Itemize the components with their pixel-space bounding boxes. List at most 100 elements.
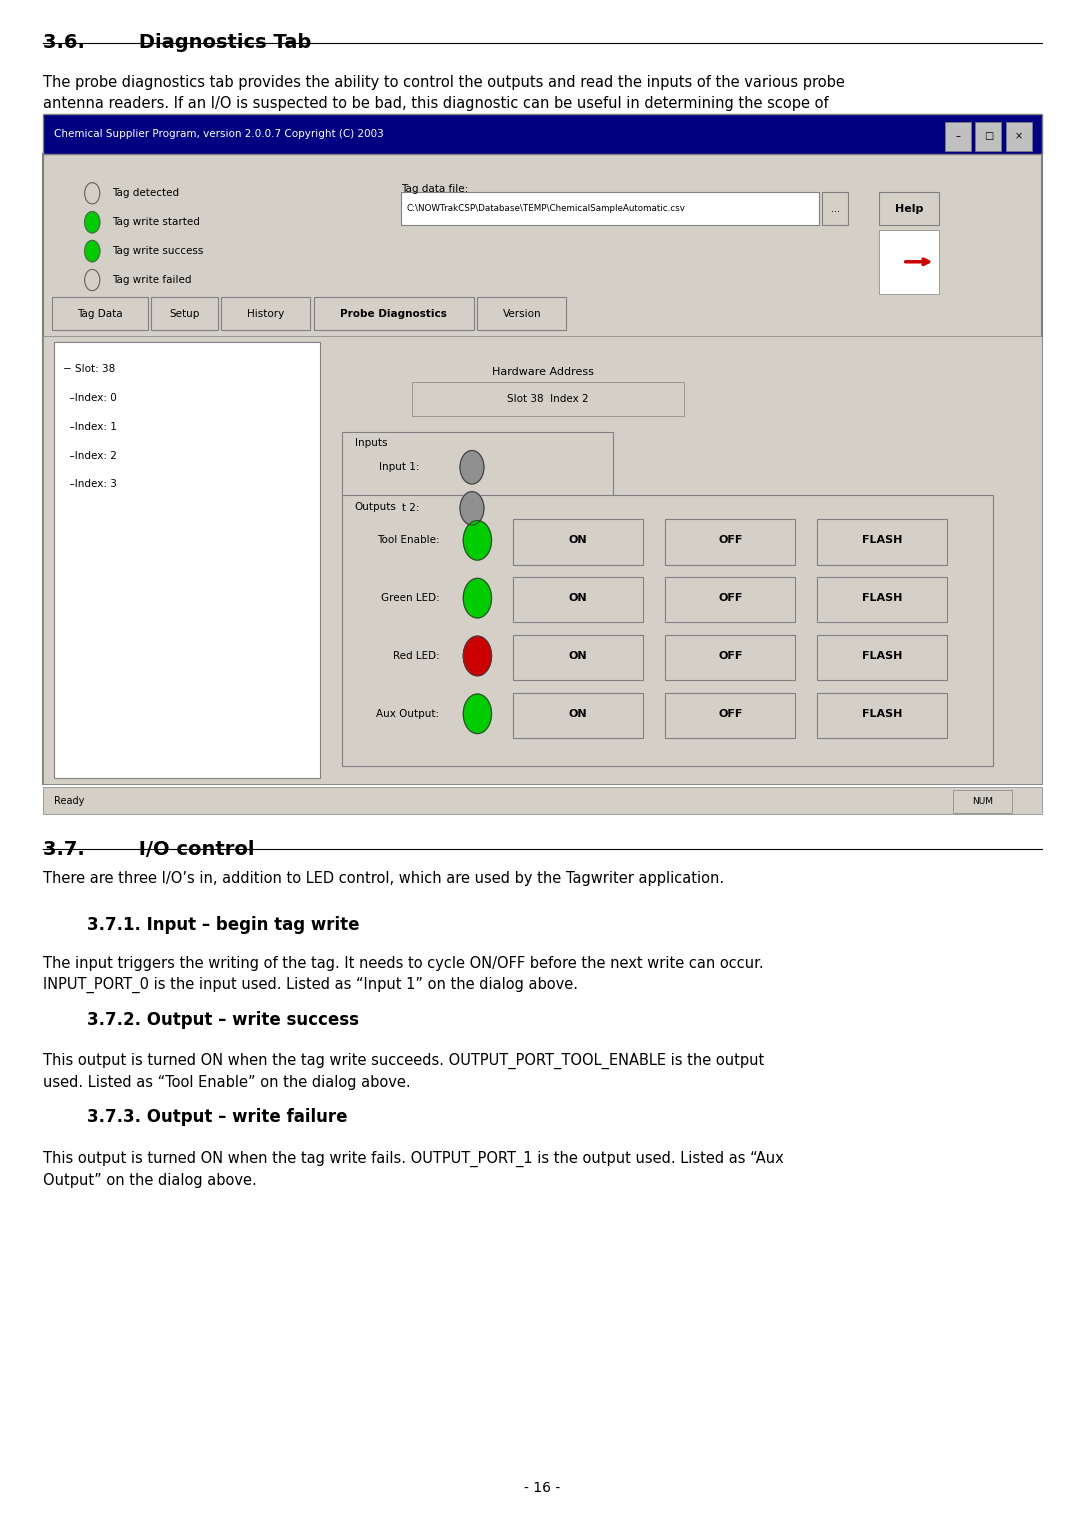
FancyBboxPatch shape: [879, 230, 939, 294]
Text: 3.6.        Diagnostics Tab: 3.6. Diagnostics Tab: [43, 33, 311, 52]
Text: Outputs: Outputs: [355, 502, 397, 513]
Text: 3.7.1. Input – begin tag write: 3.7.1. Input – begin tag write: [87, 916, 359, 935]
FancyBboxPatch shape: [52, 297, 148, 330]
FancyBboxPatch shape: [665, 693, 795, 738]
Text: Tag detected: Tag detected: [112, 189, 179, 198]
Text: –: –: [956, 131, 960, 142]
Text: The probe diagnostics tab provides the ability to control the outputs and read t: The probe diagnostics tab provides the a…: [43, 75, 845, 131]
Text: This output is turned ON when the tag write succeeds. OUTPUT_PORT_TOOL_ENABLE is: This output is turned ON when the tag wr…: [43, 1053, 765, 1090]
FancyBboxPatch shape: [879, 192, 939, 225]
FancyBboxPatch shape: [513, 635, 643, 680]
Text: Green LED:: Green LED:: [381, 594, 439, 603]
Text: FLASH: FLASH: [861, 594, 903, 603]
Circle shape: [460, 451, 484, 484]
Text: Chemical Supplier Program, version 2.0.0.7 Copyright (C) 2003: Chemical Supplier Program, version 2.0.0…: [54, 129, 384, 139]
Text: FLASH: FLASH: [861, 651, 903, 661]
Text: This output is turned ON when the tag write fails. OUTPUT_PORT_1 is the output u: This output is turned ON when the tag wr…: [43, 1151, 784, 1187]
Text: Input 1:: Input 1:: [380, 463, 420, 472]
Text: 3.7.2. Output – write success: 3.7.2. Output – write success: [87, 1011, 359, 1029]
Text: Tag data file:: Tag data file:: [401, 184, 469, 195]
FancyBboxPatch shape: [817, 693, 947, 738]
FancyBboxPatch shape: [817, 635, 947, 680]
Text: –Index: 0: –Index: 0: [63, 393, 117, 403]
FancyBboxPatch shape: [342, 495, 993, 766]
FancyBboxPatch shape: [1006, 122, 1032, 151]
Text: Tag write started: Tag write started: [112, 218, 200, 227]
Text: OFF: OFF: [718, 651, 742, 661]
FancyBboxPatch shape: [513, 577, 643, 622]
Text: □: □: [984, 131, 993, 142]
FancyBboxPatch shape: [665, 635, 795, 680]
Text: − Slot: 38: − Slot: 38: [63, 364, 115, 374]
Circle shape: [85, 240, 100, 262]
Text: 3.7.        I/O control: 3.7. I/O control: [43, 840, 255, 858]
Text: OFF: OFF: [718, 536, 742, 545]
FancyBboxPatch shape: [513, 693, 643, 738]
Text: NUM: NUM: [972, 798, 993, 805]
FancyBboxPatch shape: [221, 297, 310, 330]
FancyBboxPatch shape: [665, 519, 795, 565]
FancyBboxPatch shape: [54, 342, 320, 778]
Text: The input triggers the writing of the tag. It needs to cycle ON/OFF before the n: The input triggers the writing of the ta…: [43, 956, 764, 992]
Text: –Index: 2: –Index: 2: [63, 451, 117, 461]
Text: Tag write success: Tag write success: [112, 247, 203, 256]
FancyBboxPatch shape: [49, 160, 1036, 297]
FancyBboxPatch shape: [43, 114, 1042, 154]
Text: There are three I/O’s in, addition to LED control, which are used by the Tagwrit: There are three I/O’s in, addition to LE…: [43, 871, 725, 886]
Text: C:\NOWTrakCSP\Database\TEMP\ChemicalSampleAutomatic.csv: C:\NOWTrakCSP\Database\TEMP\ChemicalSamp…: [407, 204, 686, 213]
Circle shape: [463, 521, 492, 560]
Text: Version: Version: [502, 309, 541, 318]
Text: Tag Data: Tag Data: [77, 309, 123, 318]
FancyBboxPatch shape: [314, 297, 474, 330]
Text: Input 2:: Input 2:: [380, 504, 420, 513]
Text: Tag write failed: Tag write failed: [112, 275, 191, 285]
Text: –Index: 1: –Index: 1: [63, 422, 117, 432]
Text: FLASH: FLASH: [861, 709, 903, 718]
FancyBboxPatch shape: [412, 382, 684, 416]
Text: OFF: OFF: [718, 709, 742, 718]
FancyBboxPatch shape: [945, 122, 971, 151]
Text: ON: ON: [569, 594, 588, 603]
Text: Help: Help: [894, 204, 923, 213]
Circle shape: [463, 636, 492, 676]
Text: ×: ×: [1014, 131, 1023, 142]
Text: History: History: [247, 309, 284, 318]
Text: Hardware Address: Hardware Address: [492, 367, 593, 377]
Text: ON: ON: [569, 536, 588, 545]
FancyBboxPatch shape: [975, 122, 1001, 151]
Text: FLASH: FLASH: [861, 536, 903, 545]
FancyBboxPatch shape: [953, 790, 1012, 813]
Text: Ready: Ready: [54, 796, 85, 805]
FancyBboxPatch shape: [477, 297, 566, 330]
FancyBboxPatch shape: [151, 297, 218, 330]
Text: OFF: OFF: [718, 594, 742, 603]
Circle shape: [85, 183, 100, 204]
Text: Red LED:: Red LED:: [393, 651, 439, 661]
Text: - 16 -: - 16 -: [524, 1481, 561, 1495]
FancyBboxPatch shape: [822, 192, 848, 225]
Circle shape: [463, 578, 492, 618]
FancyBboxPatch shape: [513, 519, 643, 565]
Circle shape: [460, 492, 484, 525]
FancyBboxPatch shape: [43, 787, 1042, 814]
Text: Inputs: Inputs: [355, 438, 387, 449]
FancyBboxPatch shape: [43, 336, 1042, 784]
FancyBboxPatch shape: [401, 192, 819, 225]
Text: ...: ...: [831, 204, 840, 213]
Text: ON: ON: [569, 651, 588, 661]
Circle shape: [85, 212, 100, 233]
Text: Aux Output:: Aux Output:: [376, 709, 439, 718]
Text: Setup: Setup: [169, 309, 200, 318]
FancyBboxPatch shape: [817, 519, 947, 565]
Text: 3.7.3. Output – write failure: 3.7.3. Output – write failure: [87, 1108, 347, 1126]
Circle shape: [463, 694, 492, 734]
FancyBboxPatch shape: [342, 432, 613, 542]
FancyBboxPatch shape: [43, 154, 1042, 784]
Text: Slot 38  Index 2: Slot 38 Index 2: [507, 394, 589, 403]
Text: –Index: 3: –Index: 3: [63, 479, 117, 490]
Text: Tool Enable:: Tool Enable:: [376, 536, 439, 545]
FancyBboxPatch shape: [817, 577, 947, 622]
Text: ON: ON: [569, 709, 588, 718]
FancyBboxPatch shape: [665, 577, 795, 622]
Text: Probe Diagnostics: Probe Diagnostics: [341, 309, 447, 318]
